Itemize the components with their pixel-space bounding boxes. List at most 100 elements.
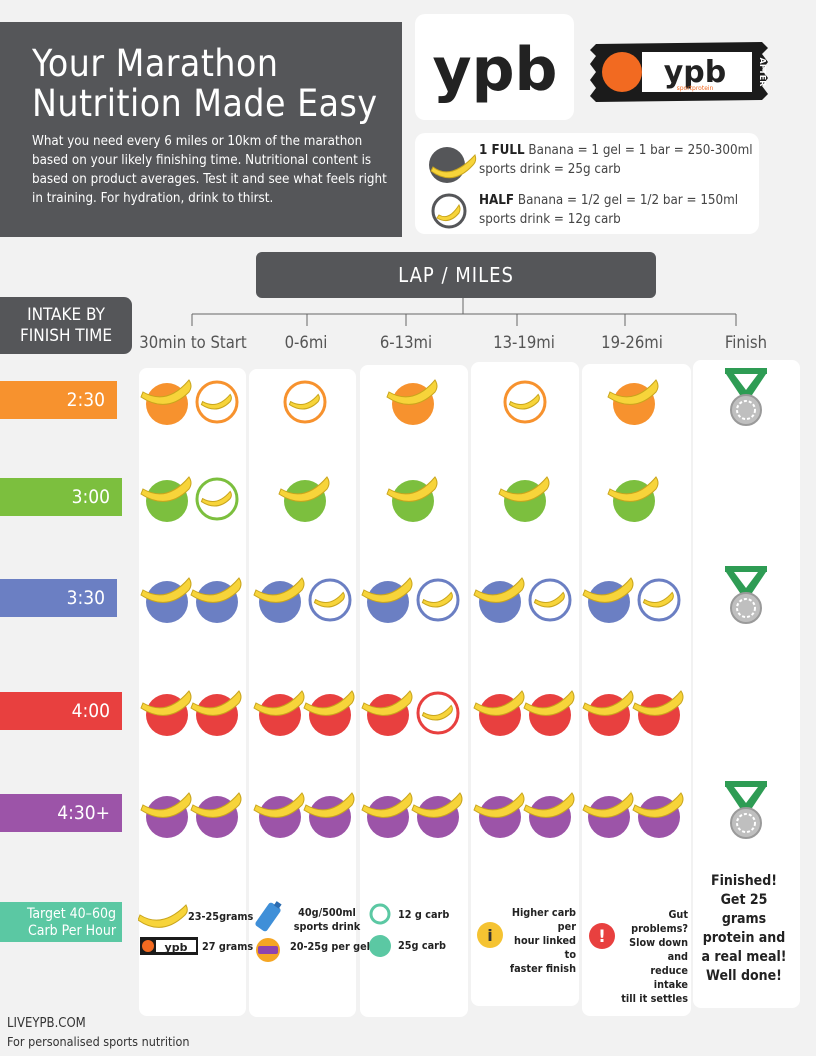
- ypb-logo: ypb: [432, 35, 557, 105]
- bar-icon: ypb: [140, 937, 198, 955]
- full-serving-icon: [140, 577, 192, 623]
- full-serving-icon: [140, 690, 192, 736]
- full-serving-icon: [361, 690, 413, 736]
- info-line-2: hour linked to: [514, 934, 576, 961]
- half-serving-icon: [416, 691, 460, 735]
- full-serving-icon: [607, 476, 659, 522]
- svg-text:!: !: [598, 927, 606, 947]
- finish-time-label: 3:00: [0, 478, 122, 516]
- full-serving-icon: [582, 792, 634, 838]
- full-serving-icon: [361, 792, 413, 838]
- svg-text:i: i: [487, 926, 492, 945]
- full-serving-icon: [582, 577, 634, 623]
- finish-time-label: 2:30: [0, 381, 117, 419]
- full-serving-icon: [361, 577, 413, 623]
- full-serving-icon: [190, 577, 242, 623]
- full-serving-icon: [498, 476, 550, 522]
- legend-card: 1 FULL Banana = 1 gel = 1 bar = 250-300m…: [415, 133, 759, 234]
- half-serving-icon: [283, 380, 327, 424]
- finish-time-label: 3:30: [0, 579, 117, 617]
- gel-icon: [256, 938, 280, 962]
- full-serving-icon: [632, 690, 684, 736]
- finish-line-6: Well done!: [706, 968, 782, 984]
- full-serving-icon: [303, 690, 355, 736]
- medal-icon: [725, 781, 767, 839]
- gel-carb-note: 20-25g per gel: [290, 940, 370, 953]
- product-label-text: AFTER: [758, 58, 767, 87]
- intro-text: What you need every 6 miles or 10km of t…: [32, 134, 387, 206]
- column-panel: [582, 364, 691, 1016]
- full-serving-icon: [253, 690, 305, 736]
- drink-line-1: 40g/500ml: [298, 906, 356, 919]
- finish-line-3: grams: [721, 911, 767, 927]
- full-serving-icon: [278, 476, 330, 522]
- column-panel: [139, 368, 246, 1016]
- column-panel: [471, 362, 579, 1006]
- logo-text: ypb: [432, 35, 557, 105]
- info-icon: i: [477, 922, 503, 948]
- full-serving-icon: [190, 792, 242, 838]
- full-serving-icon: [473, 690, 525, 736]
- full-serving-icon: [386, 476, 438, 522]
- product-logo-text: ypb: [664, 55, 727, 90]
- info-line-1: Higher carb per: [511, 906, 576, 933]
- banana-carb-note: 23-25grams: [188, 910, 254, 923]
- finish-line-5: a real meal!: [701, 949, 787, 965]
- title-panel: Your Marathon Nutrition Made Easy What y…: [0, 22, 402, 237]
- full-banana-icon: [429, 147, 477, 183]
- footer-site-link[interactable]: LIVEYPB.COM: [7, 1016, 86, 1031]
- lap-miles-header: LAP / MILES: [256, 252, 656, 298]
- gut-problem-note: Gut problems? Slow down and reduce intak…: [616, 908, 688, 1006]
- drink-line-2: sports drink: [293, 920, 361, 933]
- column-header: 13-19mi: [493, 333, 555, 352]
- bar-carb-note: 27 grams: [202, 940, 254, 953]
- full-serving-icon: [386, 379, 438, 425]
- full-carb-circle-icon: [369, 935, 391, 957]
- product-sub-text: sportprotein: [677, 85, 714, 92]
- legend-full: 1 FULL Banana = 1 gel = 1 bar = 250-300m…: [479, 141, 757, 179]
- drink-carb-note: 40g/500ml sports drink: [287, 906, 367, 934]
- full-serving-icon: [140, 379, 192, 425]
- half-serving-icon: [637, 578, 681, 622]
- half-serving-icon: [503, 380, 547, 424]
- column-panel: [693, 360, 800, 1008]
- page-title: Your Marathon Nutrition Made Easy: [32, 44, 392, 124]
- full-serving-icon: [140, 792, 192, 838]
- protein-bar-icon: ypb sportprotein AFTER: [590, 42, 768, 102]
- warn-line-3: reduce intake: [650, 964, 688, 991]
- finish-time-label: 4:30+: [0, 794, 122, 832]
- half-serving-icon: [416, 578, 460, 622]
- warn-line-1: Gut problems?: [631, 908, 688, 935]
- finish-line-1: Finished!: [711, 873, 777, 889]
- finish-line-2: Get 25: [720, 892, 768, 908]
- half-carb-note: 12 g carb: [398, 908, 450, 921]
- legend-full-text: Banana = 1 gel = 1 bar = 250-300ml sport…: [479, 143, 753, 177]
- medal-icon: [725, 566, 767, 624]
- intake-by-finish-time-label: INTAKE BY FINISH TIME: [0, 297, 132, 354]
- full-serving-icon: [303, 792, 355, 838]
- full-serving-icon: [473, 792, 525, 838]
- title-line-2: Nutrition Made Easy: [32, 82, 378, 125]
- full-serving-icon: [253, 577, 305, 623]
- column-header: 0-6mi: [284, 333, 328, 352]
- target-line-2: Carb Per Hour: [27, 923, 116, 939]
- warn-line-2: Slow down and: [629, 936, 688, 963]
- half-banana-icon: [431, 193, 467, 229]
- full-serving-icon: [253, 792, 305, 838]
- column-header: 19-26mi: [601, 333, 663, 352]
- column-header: 30min to Start: [139, 333, 247, 352]
- full-serving-icon: [473, 577, 525, 623]
- target-row-icons: ypb i !: [138, 901, 615, 962]
- full-serving-icon: [523, 792, 575, 838]
- legend-half-bold: HALF: [479, 193, 515, 208]
- full-serving-icon: [607, 379, 659, 425]
- half-serving-icon: [195, 477, 239, 521]
- info-line-3: faster finish: [509, 962, 576, 975]
- half-serving-icon: [195, 380, 239, 424]
- column-connector-lines: [191, 298, 737, 326]
- full-serving-icon: [140, 476, 192, 522]
- target-line-1: Target 40–60g: [26, 906, 116, 922]
- warning-icon: !: [589, 923, 615, 949]
- full-carb-note: 25g carb: [398, 939, 446, 952]
